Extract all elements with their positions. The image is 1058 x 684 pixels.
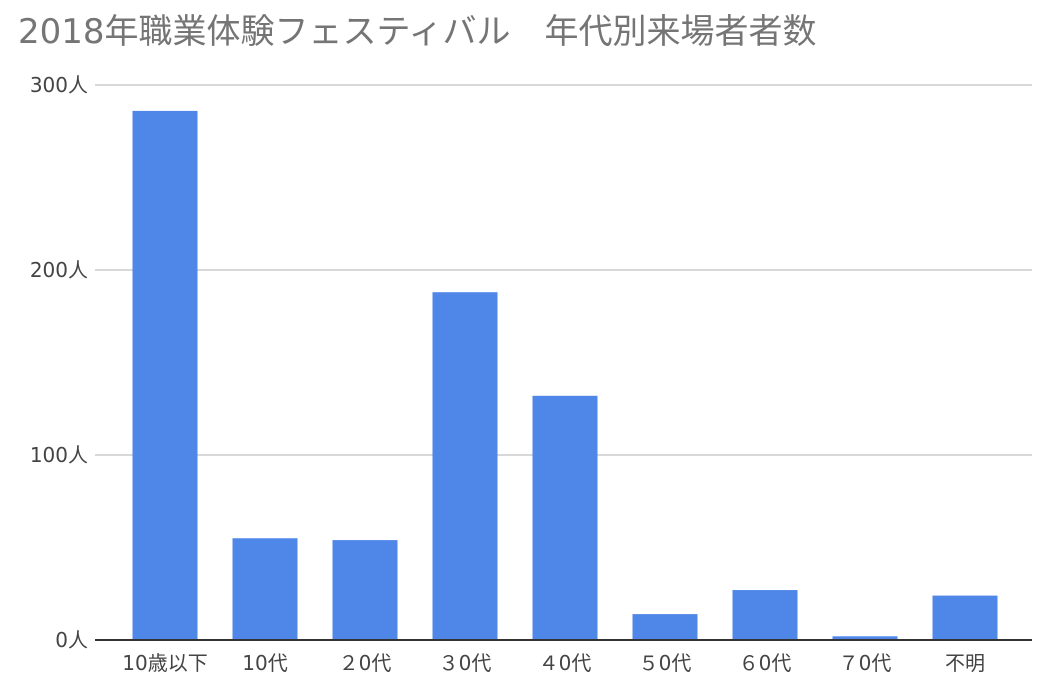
x-tick-label: ７0代 — [839, 651, 892, 675]
x-tick-label: ６0代 — [739, 651, 792, 675]
y-tick-label: 100人 — [30, 443, 88, 467]
x-tick-label: 10歳以下 — [122, 651, 207, 675]
x-tick-label: ２0代 — [339, 651, 392, 675]
x-tick-label: ５0代 — [639, 651, 692, 675]
x-tick-label: ４0代 — [539, 651, 592, 675]
bar-8 — [932, 595, 998, 640]
y-tick-label: 0人 — [55, 628, 88, 652]
bar-7 — [832, 636, 898, 640]
bar-5 — [632, 614, 698, 640]
bar-6 — [732, 590, 798, 640]
tick-labels: 0人 100人 200人 300人 10歳以下 10代 ２0代 ３0代 ４0代 ５0代 ６0代 ７0代… — [30, 73, 985, 675]
bar-1 — [232, 538, 298, 640]
x-tick-label: 10代 — [242, 651, 287, 675]
y-tick-label: 300人 — [30, 73, 88, 97]
bars — [132, 110, 998, 640]
y-tick-label: 200人 — [30, 258, 88, 282]
x-tick-label: 不明 — [945, 651, 985, 675]
bar-0 — [132, 110, 198, 640]
chart-title: 2018年職業体験フェスティバル 年代別来場者者数 — [18, 12, 817, 52]
bar-4 — [532, 395, 598, 640]
x-tick-label: ３0代 — [439, 651, 492, 675]
bar-2 — [332, 540, 398, 640]
bar-3 — [432, 292, 498, 640]
